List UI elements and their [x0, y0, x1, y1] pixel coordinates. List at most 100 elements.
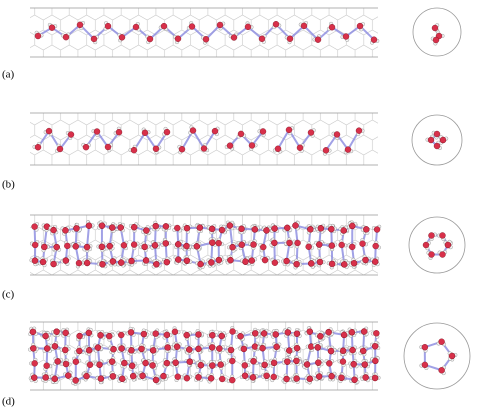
molecule-part	[118, 345, 125, 352]
molecule-part	[293, 357, 300, 365]
molecule-part	[241, 372, 249, 379]
molecule-part	[76, 21, 84, 29]
molecule-part	[50, 226, 57, 234]
molecule-part	[271, 259, 279, 266]
molecule-part	[202, 36, 210, 43]
molecule-part	[128, 347, 135, 354]
molecule-part	[152, 222, 159, 230]
molecule-part	[260, 330, 268, 337]
molecule-part	[260, 243, 267, 251]
molecule-part	[248, 142, 256, 149]
molecule-part	[350, 361, 357, 368]
molecule-part	[307, 226, 314, 233]
molecule-part	[216, 21, 224, 29]
molecule-part	[118, 259, 125, 266]
molecule-part	[317, 333, 324, 340]
molecule-part	[195, 374, 202, 381]
molecule-part	[250, 358, 257, 365]
molecule-part	[373, 330, 380, 337]
molecule-part	[226, 142, 234, 149]
molecule-part	[183, 257, 191, 264]
molecule-part	[42, 374, 49, 381]
molecule-part	[98, 243, 106, 251]
molecule-part	[162, 223, 170, 230]
molecule-part	[183, 375, 191, 382]
molecule-part	[438, 367, 445, 374]
molecule-part	[45, 127, 53, 135]
molecule-part	[192, 129, 205, 150]
molecule-part	[229, 376, 236, 384]
molecule-part	[286, 35, 294, 42]
molecule-part	[85, 222, 93, 229]
molecule-part	[142, 359, 149, 367]
cross-section	[403, 322, 471, 390]
molecule-part	[174, 35, 182, 42]
molecule-part	[43, 362, 50, 369]
molecule-part	[293, 375, 300, 382]
molecule-part	[327, 347, 335, 355]
molecule-part	[307, 129, 315, 136]
molecule-part	[227, 346, 235, 354]
molecule-part	[349, 346, 356, 354]
molecule-part	[371, 374, 379, 382]
cross-section	[412, 7, 462, 57]
molecule-part	[149, 347, 157, 354]
molecule-part	[371, 258, 379, 265]
molecule-part	[127, 329, 135, 336]
molecule-part	[219, 375, 226, 383]
molecule-part	[315, 359, 322, 366]
molecule-part	[215, 239, 222, 247]
molecule-part	[97, 332, 104, 339]
molecule-part	[317, 225, 325, 232]
molecule-part	[31, 223, 38, 230]
molecule-part	[250, 241, 257, 248]
molecule-part	[444, 241, 452, 249]
molecule-part	[293, 330, 301, 337]
molecule-part	[141, 243, 148, 251]
tube-b	[30, 113, 378, 165]
molecule-part	[86, 361, 94, 368]
molecule-part	[284, 358, 291, 365]
molecule-part	[62, 360, 70, 368]
molecule-part	[160, 22, 168, 30]
molecule-part	[76, 347, 83, 355]
molecule-part	[118, 331, 125, 339]
molecule-part	[244, 23, 252, 31]
molecule-part	[41, 243, 48, 251]
molecule-part	[104, 22, 112, 30]
molecule-part	[183, 242, 190, 250]
molecule-part	[86, 225, 90, 248]
molecule-part	[51, 375, 58, 383]
molecule-part	[197, 260, 204, 268]
molecule-part	[128, 257, 135, 265]
molecule-part	[141, 129, 149, 137]
molecule-part	[83, 372, 90, 380]
molecule-part	[39, 258, 47, 266]
molecule-part	[34, 143, 42, 151]
water-molecules	[28, 20, 458, 386]
molecule-part	[238, 225, 245, 233]
molecule-part	[300, 22, 308, 30]
molecule-part	[130, 241, 138, 248]
molecule-part	[261, 256, 269, 264]
molecule-part	[226, 222, 234, 229]
molecule-part	[340, 331, 348, 339]
molecule-part	[277, 129, 290, 150]
molecule-part	[261, 361, 268, 369]
panel-label: (c)	[2, 289, 15, 301]
molecule-part	[373, 226, 381, 233]
molecule-part	[130, 146, 138, 154]
molecule-part	[272, 21, 280, 28]
molecule-part	[270, 359, 278, 367]
molecule-part	[183, 331, 190, 339]
molecule-part	[73, 225, 80, 232]
molecule-part	[29, 328, 37, 336]
molecule-part	[82, 143, 90, 151]
molecule-part	[286, 347, 293, 354]
molecule-part	[93, 128, 101, 135]
molecule-part	[272, 331, 279, 338]
molecule-part	[118, 34, 126, 41]
molecule-part	[283, 257, 290, 265]
molecule-part	[351, 376, 358, 383]
